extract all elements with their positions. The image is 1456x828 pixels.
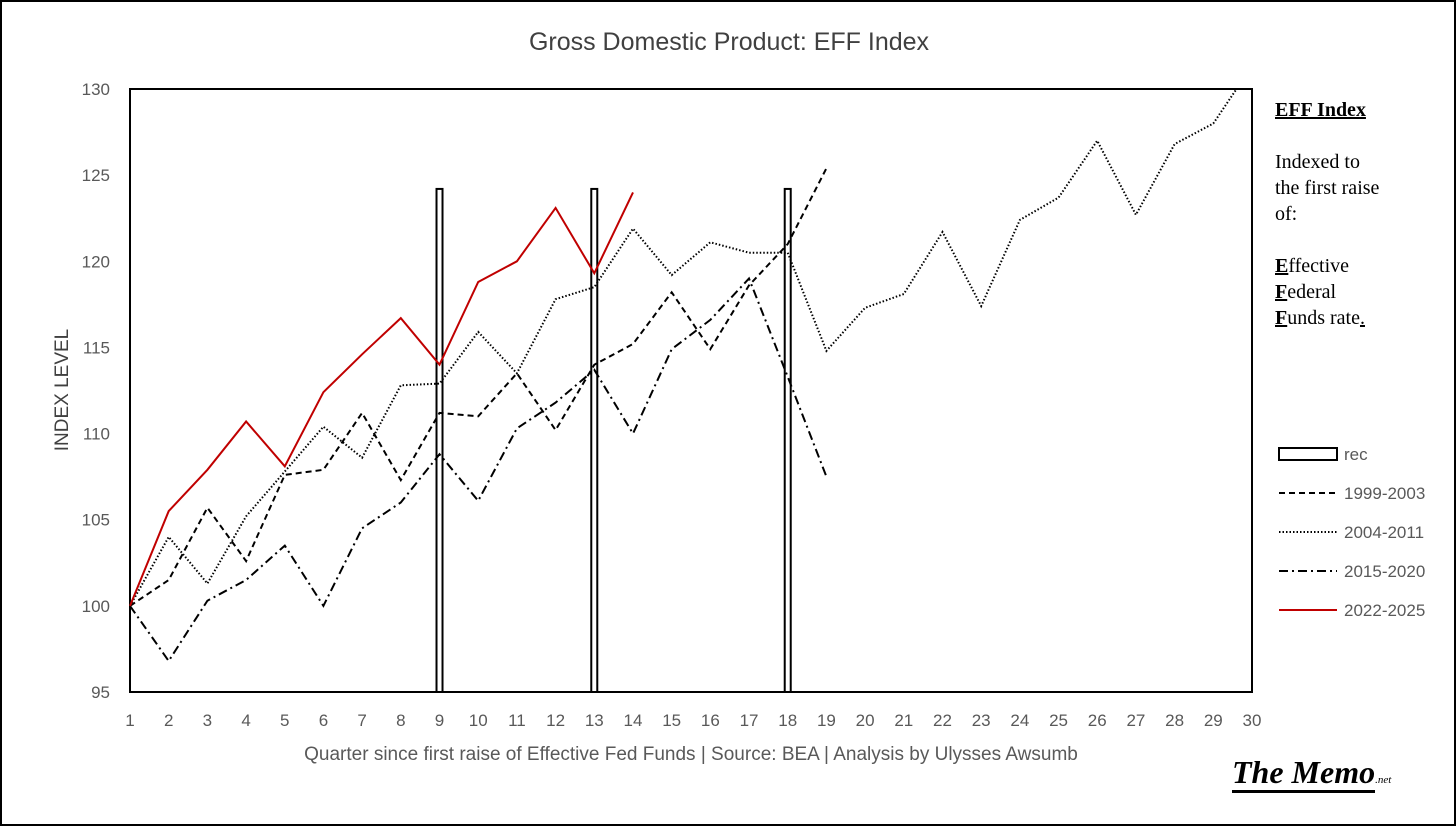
y-axis-label: INDEX LEVEL [52,329,73,452]
x-tick-label-25: 25 [1049,711,1068,730]
side-note-acronym: Effective Federal Funds rate. [1275,253,1445,331]
x-tick-label-22: 22 [933,711,952,730]
the-memo-logo[interactable]: The Memo.net [1232,754,1392,793]
logo-suffix-text: .net [1375,774,1392,786]
side-note: EFF Index Indexed to the first raise of:… [1275,97,1445,331]
x-tick-label-1: 1 [125,711,134,730]
legend-label-2022-2025: 2022-2025 [1344,601,1425,620]
x-tick-label-19: 19 [817,711,836,730]
x-tick-label-27: 27 [1126,711,1145,730]
series-line-2015-2020 [129,276,828,663]
x-tick-label-8: 8 [396,711,405,730]
side-note-line-2: the first raise [1275,177,1380,199]
x-tick-label-20: 20 [856,711,875,730]
legend-label-rec: rec [1344,445,1368,464]
x-tick-label-26: 26 [1088,711,1107,730]
recession-bar-q13 [590,187,599,693]
y-tick-label-105: 105 [82,511,110,530]
y-tick-label-120: 120 [82,252,110,271]
x-tick-label-21: 21 [894,711,913,730]
recession-bar-q18 [783,187,792,693]
y-tick-label-110: 110 [83,425,110,444]
legend-label-1999-2003: 1999-2003 [1344,484,1425,503]
x-tick-label-11: 11 [508,711,526,730]
recession-bar-q9 [435,187,444,693]
x-tick-label-10: 10 [469,711,488,730]
x-tick-label-14: 14 [624,711,643,730]
side-note-title: EFF Index [1275,99,1366,121]
acronym-funds-rate: Funds rate. [1275,307,1365,329]
series-line-2022-2025 [129,191,634,607]
x-tick-label-4: 4 [241,711,250,730]
x-tick-label-16: 16 [701,711,720,730]
y-tick-label-100: 100 [82,597,110,616]
x-tick-label-7: 7 [357,711,366,730]
legend-label-2015-2020: 2015-2020 [1344,562,1425,581]
acronym-federal: Federal [1275,281,1337,303]
side-note-line-3: of: [1275,203,1298,225]
y-tick-label-95: 95 [91,683,110,702]
x-tick-label-12: 12 [546,711,565,730]
x-axis-label: Quarter since first raise of Effective F… [304,744,1078,765]
legend-swatch-rec [1278,447,1338,461]
x-tick-label-5: 5 [280,711,289,730]
x-tick-label-18: 18 [778,711,797,730]
x-tick-label-24: 24 [1010,711,1029,730]
series-line-2004-2011 [129,88,1238,607]
logo-main-text: The Memo [1232,754,1376,793]
x-tick-label-6: 6 [319,711,328,730]
acronym-effective: Effective [1275,255,1350,277]
plot-border [129,88,1253,693]
x-tick-label-17: 17 [740,711,759,730]
x-tick-label-13: 13 [585,711,604,730]
chart-title: Gross Domestic Product: EFF Index [529,28,930,56]
x-tick-label-9: 9 [435,711,444,730]
legend: rec 1999-2003 2004-2011 2015-2020 2022-2025 [1278,445,1425,620]
x-tick-label-15: 15 [662,711,681,730]
x-tick-label-29: 29 [1204,711,1223,730]
x-tick-label-28: 28 [1165,711,1184,730]
y-tick-label-125: 125 [82,166,110,185]
y-tick-label-115: 115 [83,338,110,357]
x-tick-label-30: 30 [1243,711,1262,730]
x-tick-label-23: 23 [972,711,991,730]
legend-label-2004-2011: 2004-2011 [1344,523,1424,542]
x-tick-label-3: 3 [203,711,212,730]
series-line-1999-2003 [129,167,828,607]
x-tick-label-2: 2 [164,711,173,730]
side-note-line-1: Indexed to [1275,151,1360,173]
y-tick-label-130: 130 [82,80,110,99]
